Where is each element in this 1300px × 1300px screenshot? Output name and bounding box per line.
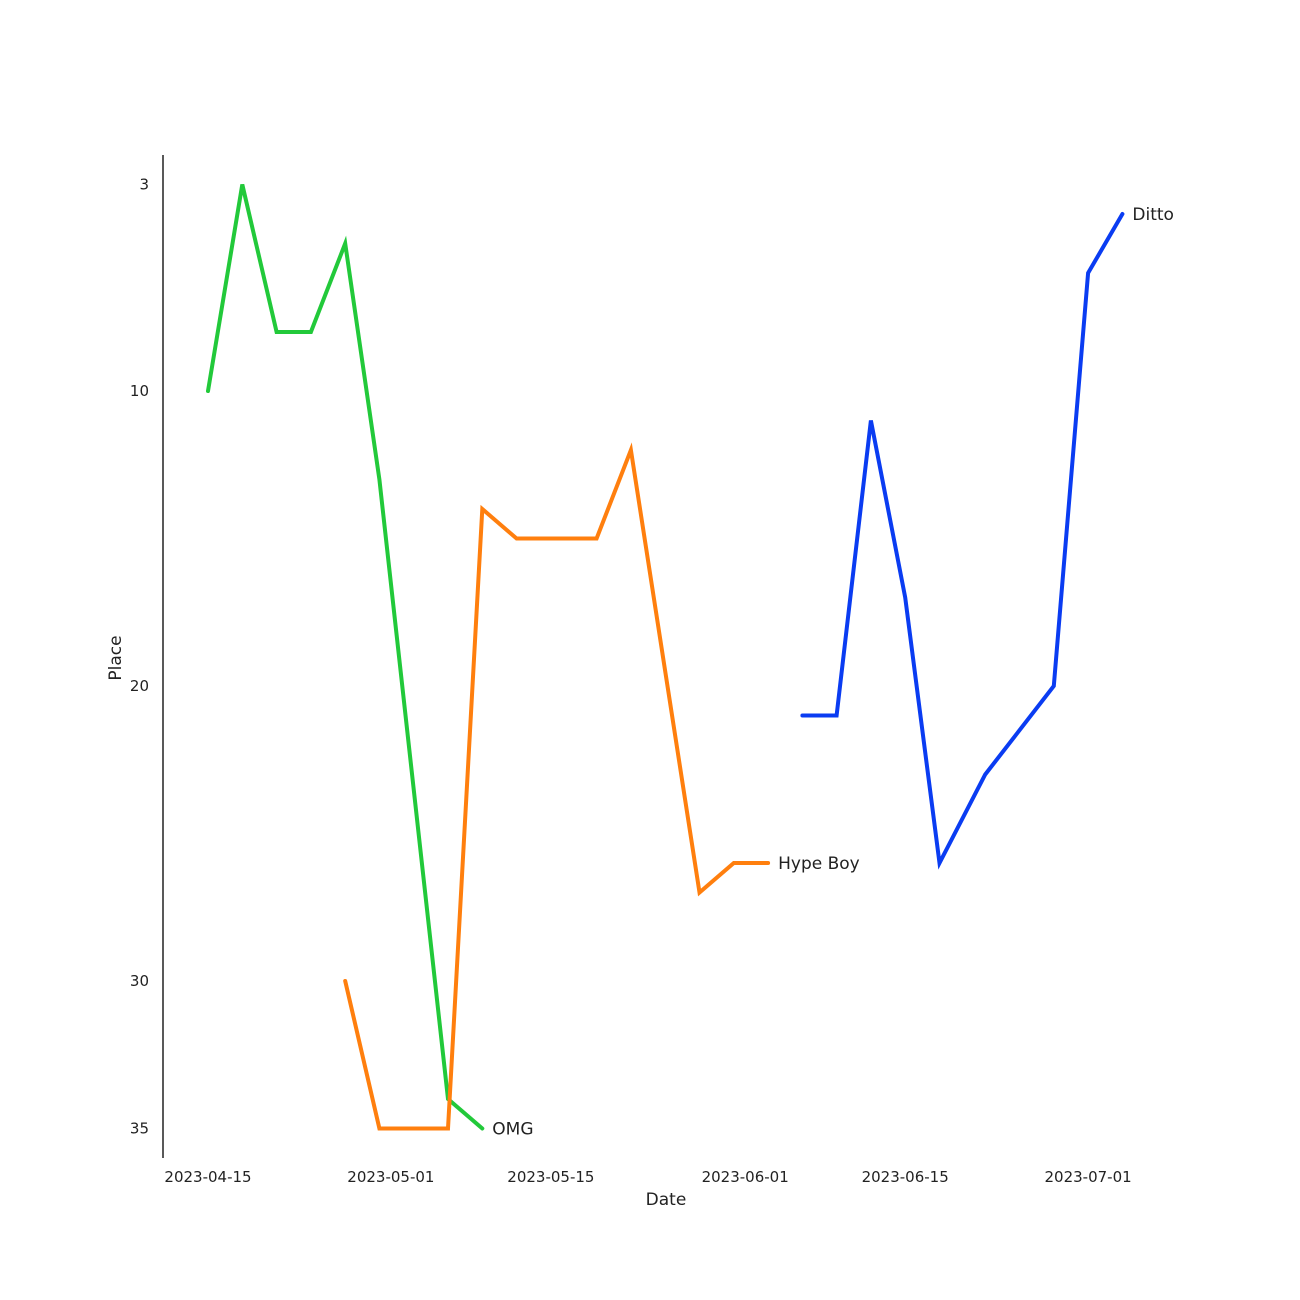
- x-tick-label: 2023-06-01: [702, 1168, 789, 1186]
- y-tick-label: 20: [130, 677, 149, 695]
- y-tick-label: 10: [130, 382, 149, 400]
- series-line-ditto: [800, 212, 1125, 870]
- series-label: Ditto: [1132, 205, 1174, 225]
- series-labels: OMG Hype Boy Ditto: [492, 205, 1174, 1140]
- series-label: Hype Boy: [778, 854, 860, 874]
- series-label: OMG: [492, 1120, 533, 1140]
- x-tick-label: 2023-04-15: [164, 1168, 251, 1186]
- y-axis-title: Place: [106, 635, 126, 680]
- series-line-omg: [206, 184, 485, 1131]
- y-tick-label: 30: [130, 972, 149, 990]
- x-axis-title: Date: [646, 1190, 687, 1210]
- series-line-hype-boy: [343, 442, 771, 1131]
- y-tick-label: 3: [139, 176, 149, 194]
- x-tick-label: 2023-06-15: [862, 1168, 949, 1186]
- x-tick-label: 2023-05-01: [347, 1168, 434, 1186]
- x-tick-label: 2023-05-15: [507, 1168, 594, 1186]
- x-axis-ticks: 2023-04-15 2023-05-01 2023-05-15 2023-06-01…: [164, 1168, 1131, 1186]
- y-tick-label: 35: [130, 1120, 149, 1138]
- y-axis-ticks: 3 10 20 30 35: [130, 176, 149, 1138]
- series-lines: [206, 184, 1125, 1131]
- x-tick-label: 2023-07-01: [1045, 1168, 1132, 1186]
